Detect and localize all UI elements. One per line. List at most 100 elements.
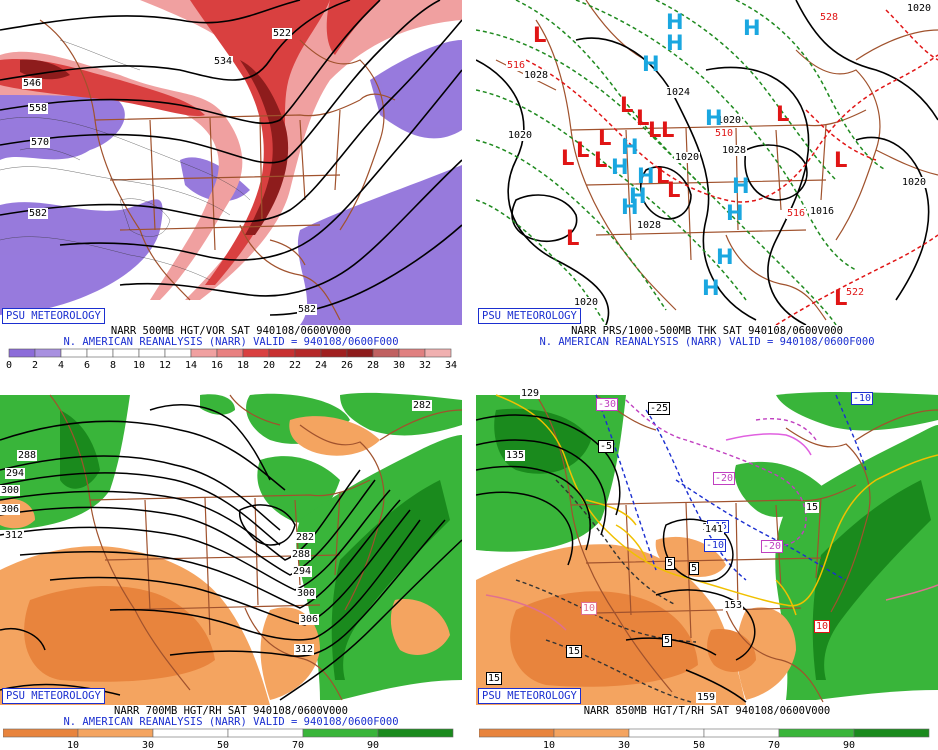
vorticity-color-scale: 0 2 4 6 8 10 12 14 16 18 20 22 24 26 28 30 32 34 (3, 348, 458, 370)
contour-label: 159 (696, 692, 717, 703)
contour-label: 306 (0, 504, 21, 515)
high-pressure-marker: H (621, 195, 639, 219)
scale-label: 70 (768, 740, 780, 750)
scale-bin (398, 348, 426, 358)
contour-label: -25 (648, 402, 671, 415)
scale-label: 50 (217, 740, 229, 750)
contour-label: 141 (704, 524, 725, 535)
contour-label: 10 (581, 602, 598, 615)
scale-label: 32 (419, 360, 431, 370)
high-pressure-marker: H (666, 10, 684, 34)
high-pressure-marker: H (743, 16, 761, 40)
scale-label: 14 (185, 360, 197, 370)
contour-label: 294 (292, 566, 313, 577)
contour-label: 10 (814, 620, 831, 633)
scale-bin (112, 348, 140, 358)
chart-title: NARR 500MB HGT/VOR SAT 940108/0600V000 (110, 325, 352, 337)
low-pressure-marker: L (636, 106, 650, 130)
contour-label: 300 (296, 588, 317, 599)
contour-label: 312 (294, 644, 315, 655)
scale-bin (3, 728, 79, 738)
contour-label: 1028 (721, 145, 748, 156)
contour-label: 546 (22, 78, 43, 89)
low-pressure-marker: L (576, 138, 590, 162)
source-line: N. AMERICAN REANALYSIS (NARR) VALID = 94… (63, 716, 399, 728)
scale-bin (34, 348, 62, 358)
psu-meteorology-label: PSU METEOROLOGY (478, 308, 581, 324)
chart-title: NARR PRS/1000-500MB THK SAT 940108/0600V… (571, 325, 843, 337)
scale-bin (778, 728, 855, 738)
contour-label: 129 (520, 388, 541, 399)
contour-label: 15 (805, 502, 820, 513)
dry-regions (0, 416, 450, 705)
isobars (476, 0, 938, 325)
high-pressure-marker: H (702, 276, 720, 300)
scale-bin (703, 728, 780, 738)
scale-bin (227, 728, 304, 738)
pressure-map: 1028 1020 1020 1024 1028 1020 1020 1028 … (476, 0, 938, 325)
scale-label: 26 (341, 360, 353, 370)
contour-label: 288 (17, 450, 38, 461)
high-pressure-marker: H (629, 184, 647, 208)
scale-bin (86, 348, 114, 358)
scale-bin (377, 728, 454, 738)
contour-label: 522 (845, 287, 866, 298)
psu-meteorology-label: PSU METEOROLOGY (2, 308, 105, 324)
chart-title: NARR 700MB HGT/RH SAT 940108/0600V000 (114, 705, 348, 717)
contour-label: -10 (704, 539, 727, 552)
contour-label: 294 (5, 468, 26, 479)
high-pressure-marker: H (642, 52, 660, 76)
scale-bin (302, 728, 379, 738)
scale-label: 8 (110, 360, 116, 370)
scale-label: 20 (263, 360, 275, 370)
contour-label: 1020 (906, 3, 933, 14)
scale-bin (77, 728, 154, 738)
scale-bin (242, 348, 270, 358)
contour-label: 1024 (665, 87, 692, 98)
contour-label: 1028 (636, 220, 663, 231)
scale-label: 22 (289, 360, 301, 370)
scale-label: 12 (159, 360, 171, 370)
height-contours (476, 414, 756, 703)
contour-label: 570 (30, 137, 51, 148)
low-pressure-marker: L (594, 148, 608, 172)
source-line: N. AMERICAN REANALYSIS (NARR) VALID = 94… (63, 336, 399, 348)
scale-bin (424, 348, 452, 358)
rh-color-scale: 10 30 50 70 90 (479, 728, 934, 750)
scale-label: 4 (58, 360, 64, 370)
scale-label: 10 (133, 360, 145, 370)
high-pressure-marker: H (726, 201, 744, 225)
low-pressure-marker: L (648, 118, 662, 142)
scale-bin (138, 348, 166, 358)
low-pressure-marker: L (566, 226, 580, 250)
contour-label: 1028 (523, 70, 550, 81)
scale-bin (372, 348, 400, 358)
contour-label: 306 (299, 614, 320, 625)
psu-meteorology-label: PSU METEOROLOGY (478, 688, 581, 704)
contour-label: -20 (761, 540, 784, 553)
contour-label: 516 (786, 208, 807, 219)
panel-500mb-vorticity: 522 534 546 558 570 582 582 PSU METEOROL… (0, 0, 462, 370)
scale-label: 24 (315, 360, 327, 370)
height-contours (0, 404, 462, 701)
scale-label: 30 (142, 740, 154, 750)
low-pressure-marker: L (620, 93, 634, 117)
scale-label: 10 (67, 740, 79, 750)
scale-bin (479, 728, 555, 738)
contour-label: 153 (723, 600, 744, 611)
low-pressure-marker: L (598, 126, 612, 150)
contour-label: 516 (506, 60, 527, 71)
scale-bin (628, 728, 705, 738)
scale-bin (216, 348, 244, 358)
scale-label: 90 (843, 740, 855, 750)
contour-label: 1016 (809, 206, 836, 217)
low-pressure-marker: L (776, 102, 790, 126)
scale-label: 30 (393, 360, 405, 370)
high-pressure-marker: H (716, 245, 734, 269)
low-pressure-marker: L (661, 118, 675, 142)
scale-bin (152, 728, 229, 738)
contour-label: 1020 (507, 130, 534, 141)
low-pressure-marker: L (667, 178, 681, 202)
low-pressure-marker: L (834, 148, 848, 172)
rh-color-scale: 10 30 50 70 90 (3, 728, 458, 750)
